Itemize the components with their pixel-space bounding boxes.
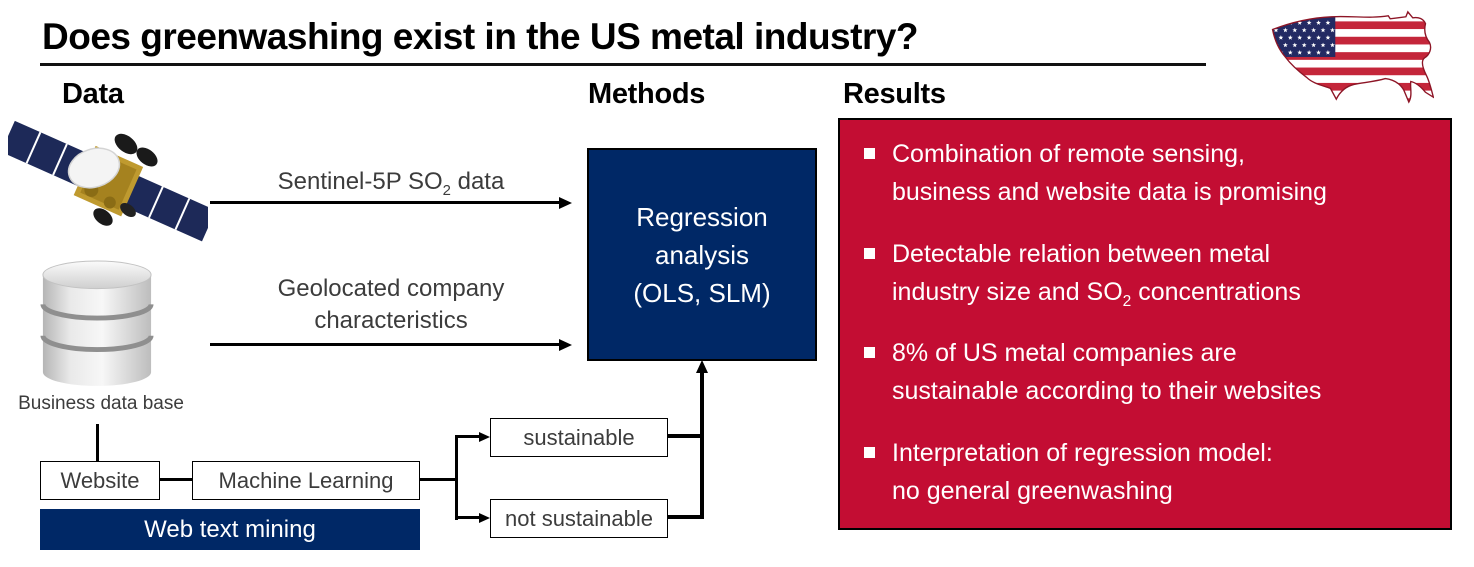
results-bullet-list: Combination of remote sensing, business a…: [838, 118, 1452, 530]
ml-branch-connector: [420, 478, 457, 481]
branch-vertical-line: [455, 436, 458, 520]
bullet-square-icon: [864, 347, 875, 359]
results-column-header: Results: [843, 78, 946, 110]
not-sustainable-merge-connector: [668, 515, 703, 519]
branch-arrow-sustainable: [455, 435, 479, 438]
results-bullet-text: Detectable relation between metal industr…: [892, 239, 1301, 310]
bullet-square-icon: [864, 247, 875, 259]
regression-box-line: Regression: [636, 201, 768, 232]
label-text: data: [450, 168, 505, 195]
company-data-arrow: [210, 343, 559, 346]
sustainable-merge-connector: [668, 434, 703, 438]
results-bullet: Detectable relation between metal industr…: [864, 235, 1432, 311]
website-box: Website: [40, 461, 160, 500]
bullet-square-icon: [864, 148, 875, 159]
company-arrow-label: Geolocated company characteristics: [210, 273, 572, 337]
web-text-mining-box: Web text mining: [40, 509, 420, 550]
title-underline: [40, 63, 1206, 66]
results-bullet: Combination of remote sensing, business a…: [864, 135, 1432, 211]
web-text-mining-label: Web text mining: [144, 515, 316, 543]
not-sustainable-box: not sustainable: [490, 499, 668, 538]
results-bullet-text: Interpretation of regression model: no ge…: [892, 438, 1273, 505]
regression-analysis-box: Regression analysis (OLS, SLM): [587, 148, 817, 361]
page-title: Does greenwashing exist in the US metal …: [42, 16, 919, 57]
regression-box-line: analysis: [655, 239, 749, 270]
machine-learning-box: Machine Learning: [192, 461, 420, 500]
sentinel-arrow-label: Sentinel-5P SO2 data: [210, 166, 572, 198]
results-bullet: 8% of US metal companies are sustainable …: [864, 334, 1432, 410]
data-column-header: Data: [62, 78, 124, 110]
methods-column-header: Methods: [588, 78, 706, 110]
label-line: Geolocated company: [277, 275, 505, 302]
sentinel-data-arrow: [210, 201, 559, 204]
not-sustainable-box-label: not sustainable: [505, 505, 653, 531]
results-bullet-text: Combination of remote sensing, business a…: [892, 140, 1327, 206]
machine-learning-box-label: Machine Learning: [218, 467, 394, 493]
regression-box-line: (OLS, SLM): [633, 277, 771, 308]
database-caption: Business data base: [18, 393, 184, 414]
website-ml-connector: [160, 478, 192, 481]
database-icon: [40, 260, 154, 386]
label-line: characteristics: [314, 307, 468, 334]
satellite-icon: [8, 120, 208, 242]
website-box-label: Website: [60, 467, 140, 493]
sustainable-box: sustainable: [490, 418, 668, 457]
merge-to-regression-arrow: [700, 372, 704, 519]
results-bullet: Interpretation of regression model: no ge…: [864, 434, 1432, 510]
label-subscript: 2: [442, 182, 451, 199]
branch-arrow-not-sustainable: [455, 516, 479, 519]
us-flag-map-icon: [1271, 11, 1434, 103]
label-text: Sentinel-5P SO: [277, 168, 443, 195]
bullet-square-icon: [864, 446, 875, 458]
db-website-connector: [96, 424, 99, 462]
sustainable-box-label: sustainable: [523, 424, 635, 450]
results-bullet-text: 8% of US metal companies are sustainable …: [892, 339, 1322, 406]
